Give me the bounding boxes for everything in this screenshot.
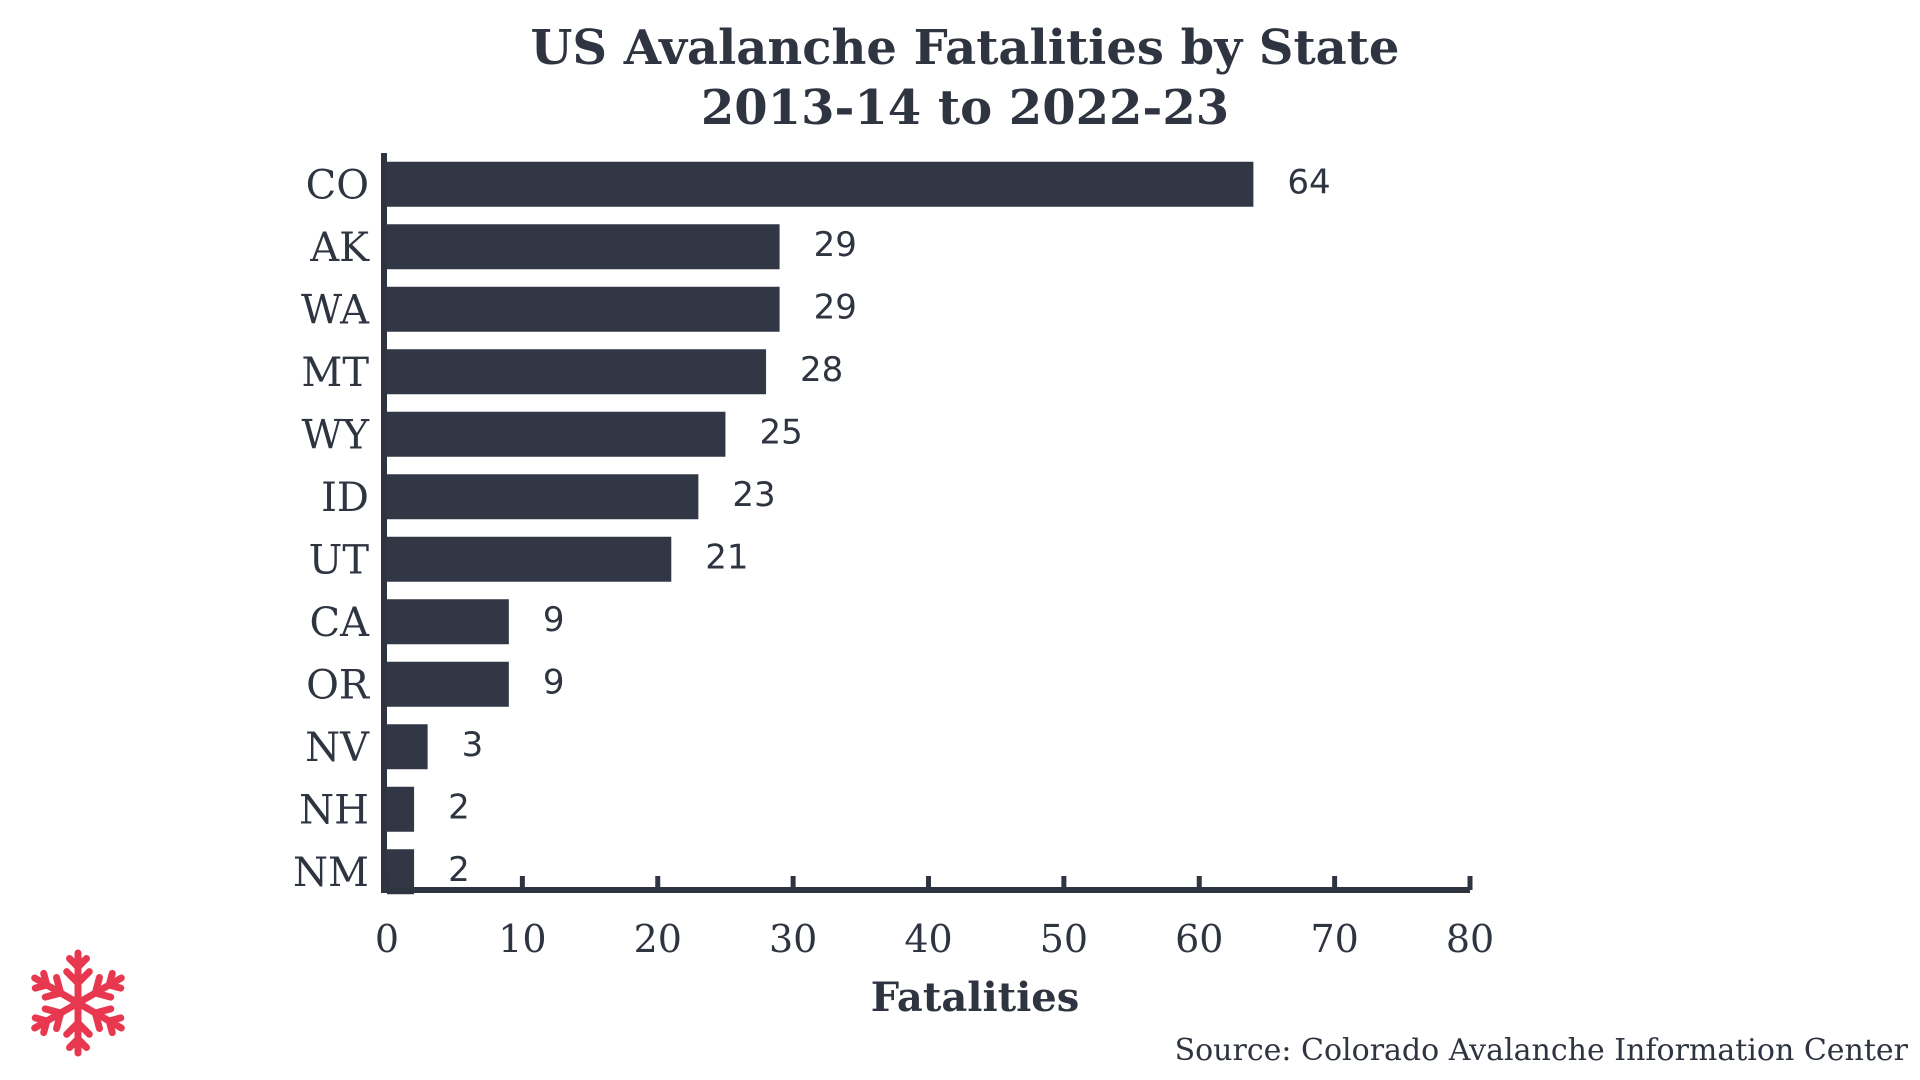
bar-wy (387, 411, 726, 457)
source-note: Source: Colorado Avalanche Information C… (1175, 1033, 1909, 1068)
category-label-ut: UT (309, 537, 370, 583)
value-label-wa: 29 (814, 287, 857, 327)
x-tick-label-10: 10 (498, 917, 546, 961)
value-label-nv: 3 (462, 725, 484, 765)
value-label-ak: 29 (814, 225, 857, 265)
x-tick-label-80: 80 (1446, 917, 1494, 961)
x-tick-label-50: 50 (1040, 917, 1088, 961)
x-tick-label-0: 0 (375, 917, 399, 961)
category-label-nm: NM (293, 850, 369, 896)
category-label-ak: AK (309, 225, 370, 271)
category-label-nh: NH (299, 787, 369, 833)
title-line-2: 2013-14 to 2022-23 (701, 80, 1229, 136)
category-labels: CO AK WA MT WY ID UT CA OR NV NH NM (293, 162, 371, 896)
x-tick-label-60: 60 (1175, 917, 1223, 961)
x-tick-label-20: 20 (634, 917, 682, 961)
value-label-or: 9 (543, 662, 565, 702)
category-label-wy: WY (301, 412, 369, 458)
chart-title: US Avalanche Fatalities by State2013-14 … (531, 20, 1400, 136)
bar-mt (387, 349, 767, 395)
value-label-ca: 9 (543, 600, 565, 640)
category-label-nv: NV (305, 725, 370, 771)
category-label-wa: WA (301, 287, 370, 333)
category-label-id: ID (321, 475, 369, 521)
x-tick-label-40: 40 (904, 917, 952, 961)
bar-nm (387, 849, 415, 895)
category-label-or: OR (306, 662, 371, 708)
bar-id (387, 474, 699, 520)
value-label-ut: 21 (705, 537, 748, 577)
bar-wa (387, 286, 780, 332)
bar-ak (387, 224, 780, 270)
bar-ca (387, 599, 509, 645)
bar-ut (387, 536, 672, 582)
x-axis-title: Fatalities (871, 974, 1080, 1021)
value-label-co: 64 (1287, 162, 1330, 202)
title-line-1: US Avalanche Fatalities by State (531, 20, 1400, 76)
value-label-mt: 28 (800, 350, 843, 390)
value-label-id: 23 (732, 475, 775, 515)
bars (387, 161, 1254, 895)
category-label-mt: MT (301, 350, 369, 396)
value-label-nm: 2 (448, 850, 470, 890)
x-tick-label-30: 30 (769, 917, 817, 961)
value-label-wy: 25 (759, 412, 802, 452)
x-ticks: 0 10 20 30 40 50 60 70 80 (375, 876, 1494, 961)
value-labels: 64 29 29 28 25 23 21 9 9 3 2 2 (448, 162, 1331, 890)
x-tick-label-70: 70 (1310, 917, 1358, 961)
snowflake-icon (31, 949, 125, 1057)
category-label-ca: CA (310, 600, 371, 646)
bar-co (387, 161, 1254, 207)
bar-or (387, 661, 509, 707)
category-label-co: CO (306, 162, 369, 208)
bar-nv (387, 724, 428, 770)
bar-nh (387, 786, 415, 832)
value-label-nh: 2 (448, 787, 470, 827)
